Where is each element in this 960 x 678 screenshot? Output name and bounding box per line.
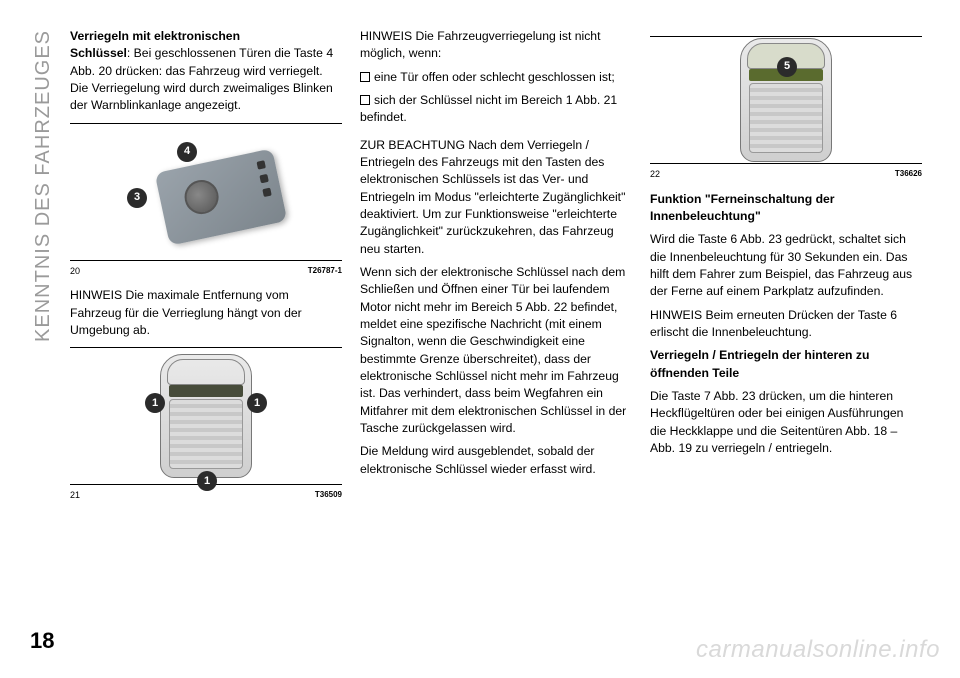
col3-heading-1: Funktion "Ferneinschaltung der Innenbele… <box>650 191 922 226</box>
figure-21: 1 1 1 <box>70 347 342 485</box>
marker-3: 3 <box>127 188 147 208</box>
col1-para-2: HINWEIS Die maximale Entfernung vom Fahr… <box>70 287 342 339</box>
keycard-body <box>155 148 288 245</box>
col2-bullet-2: sich der Schlüssel nicht im Bereich 1 Ab… <box>360 92 632 127</box>
figure-21-caption: 21 T36509 <box>70 489 342 502</box>
marker-5: 5 <box>777 57 797 77</box>
figure-20: 3 4 <box>70 123 342 261</box>
van-windshield <box>169 385 243 397</box>
col2-para-3: Wenn sich der elektronische Schlüssel na… <box>360 264 632 437</box>
checkbox-icon <box>360 95 370 105</box>
section-tab: KENNTNIS DES FAHRZEUGES <box>28 30 58 390</box>
column-3: 5 22 T36626 Funktion "Ferneinschaltung d… <box>650 28 922 650</box>
col3-para-2: HINWEIS Beim erneuten Drücken der Taste … <box>650 307 922 342</box>
figure-20-caption: 20 T26787-1 <box>70 265 342 278</box>
col1-para-1: Verriegeln mit elektronischen Schlüssel:… <box>70 28 342 115</box>
marker-4: 4 <box>177 142 197 162</box>
col3-heading-2: Verriegeln / Entriegeln der hinteren zu … <box>650 347 922 382</box>
keycard-illustration: 3 4 <box>121 142 291 242</box>
col3-para-1: Wird die Taste 6 Abb. 23 gedrückt, schal… <box>650 231 922 300</box>
manual-page: KENNTNIS DES FAHRZEUGES Verriegeln mit e… <box>0 0 960 678</box>
col2-para-2: ZUR BEACHTUNG Nach dem Verriegeln / Entr… <box>360 137 632 258</box>
col1-bold-2: Schlüssel <box>70 46 127 60</box>
col3-para-3: Die Taste 7 Abb. 23 drücken, um die hint… <box>650 388 922 457</box>
watermark: carmanualsonline.info <box>696 636 940 664</box>
figure-22: 5 <box>650 36 922 164</box>
van-hood <box>167 359 245 385</box>
figure-22-caption: 22 T36626 <box>650 168 922 181</box>
figure-21-code: T36509 <box>315 489 342 502</box>
marker-1-right: 1 <box>247 393 267 413</box>
page-number: 18 <box>30 628 54 654</box>
marker-1-bottom: 1 <box>197 471 217 491</box>
figure-21-num: 21 <box>70 489 80 502</box>
column-1: Verriegeln mit elektronischen Schlüssel:… <box>70 28 342 650</box>
col2-b2-text: sich der Schlüssel nicht im Bereich 1 Ab… <box>360 93 617 124</box>
checkbox-icon <box>360 72 370 82</box>
van-top-view-22: 5 <box>740 38 832 162</box>
col1-bold-1: Verriegeln mit elektronischen <box>70 29 240 43</box>
col2-para-4: Die Meldung wird ausgeblendet, sobald de… <box>360 443 632 478</box>
col2-bullet-1: eine Tür offen oder schlecht geschlossen… <box>360 69 632 86</box>
figure-22-code: T36626 <box>895 168 922 181</box>
van-roof <box>749 83 823 153</box>
col2-b1-text: eine Tür offen oder schlecht geschlossen… <box>374 70 615 84</box>
figure-20-code: T26787-1 <box>308 265 342 278</box>
section-tab-label: KENNTNIS DES FAHRZEUGES <box>32 30 55 342</box>
column-2: HINWEIS Die Fahrzeugverriegelung ist nic… <box>360 28 632 650</box>
figure-22-num: 22 <box>650 168 660 181</box>
marker-1-left: 1 <box>145 393 165 413</box>
content-columns: Verriegeln mit elektronischen Schlüssel:… <box>70 28 922 650</box>
van-roof <box>169 399 243 469</box>
col2-para-1: HINWEIS Die Fahrzeugverriegelung ist nic… <box>360 28 632 63</box>
figure-20-num: 20 <box>70 265 80 278</box>
van-top-view-21: 1 1 1 <box>160 354 252 478</box>
